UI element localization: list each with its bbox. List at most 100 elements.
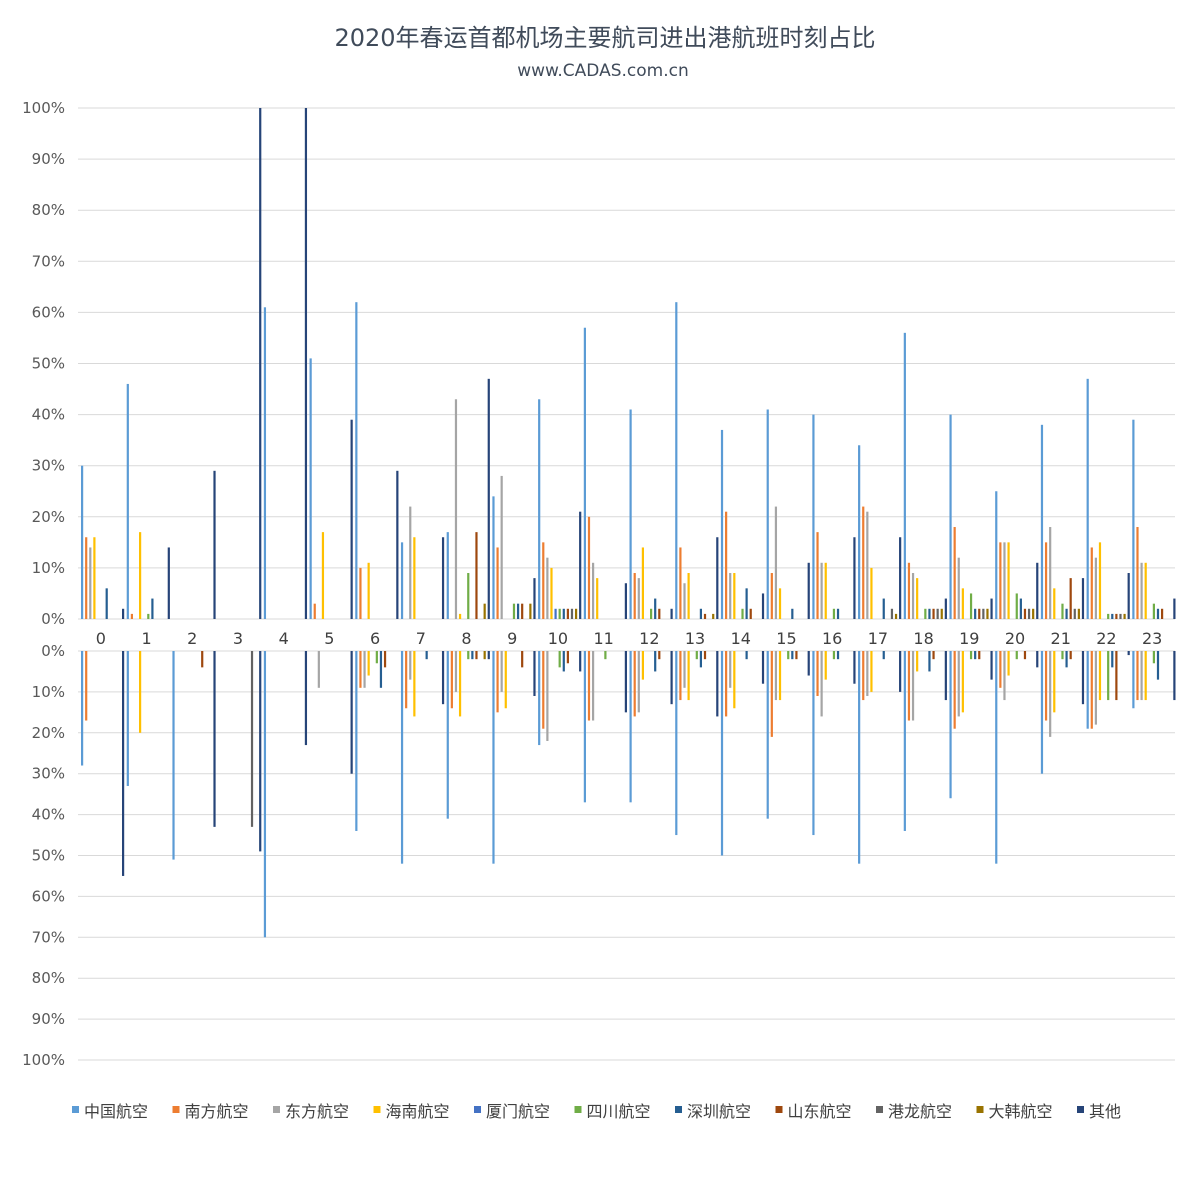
category-label-7: 7 bbox=[416, 629, 426, 648]
bar-top-10-6 bbox=[396, 470, 399, 619]
bar-top-2-14 bbox=[729, 573, 732, 619]
bar-bottom-6-10 bbox=[562, 651, 565, 672]
bar-bottom-10-22 bbox=[1127, 651, 1130, 656]
bar-top-10-18 bbox=[944, 598, 947, 619]
category-label-14: 14 bbox=[731, 629, 751, 648]
bar-bottom-2-7 bbox=[409, 651, 412, 680]
y-tick-bottom-30: 30% bbox=[32, 765, 65, 783]
bar-top-5-23 bbox=[1152, 603, 1155, 619]
bar-bottom-3-6 bbox=[367, 651, 370, 676]
bar-bottom-0-18 bbox=[903, 651, 906, 831]
bar-top-7-12 bbox=[658, 608, 661, 619]
bar-bottom-5-16 bbox=[832, 651, 836, 660]
bar-top-0-17 bbox=[858, 445, 861, 619]
bar-bottom-5-8 bbox=[467, 651, 470, 660]
bar-bottom-1-11 bbox=[587, 651, 591, 721]
legend-label-5: 四川航空 bbox=[587, 1102, 651, 1121]
bar-top-5-16 bbox=[832, 608, 836, 619]
bar-bottom-10-8 bbox=[487, 651, 490, 660]
bar-top-3-11 bbox=[596, 578, 599, 619]
bar-top-7-18 bbox=[932, 608, 935, 619]
category-label-20: 20 bbox=[1005, 629, 1025, 648]
bar-bottom-3-20 bbox=[1007, 651, 1010, 676]
bar-top-6-20 bbox=[1019, 598, 1022, 619]
bar-top-6-18 bbox=[928, 608, 931, 619]
bar-top-9-21 bbox=[1077, 608, 1080, 619]
bar-bottom-0-7 bbox=[400, 651, 404, 864]
bar-top-7-14 bbox=[749, 608, 752, 619]
y-tick-top-90: 90% bbox=[32, 150, 65, 168]
bar-top-7-19 bbox=[978, 608, 981, 619]
bar-top-7-20 bbox=[1023, 608, 1027, 619]
category-label-1: 1 bbox=[141, 629, 151, 648]
bar-top-3-12 bbox=[641, 547, 644, 619]
bar-top-9-19 bbox=[986, 608, 989, 619]
legend-swatch-10 bbox=[1077, 1106, 1084, 1113]
bar-bottom-0-8 bbox=[446, 651, 449, 819]
bar-bottom-6-8 bbox=[471, 651, 474, 660]
y-tick-top-60: 60% bbox=[32, 303, 65, 321]
bar-top-3-15 bbox=[778, 588, 782, 619]
bar-top-0-6 bbox=[355, 302, 358, 619]
y-tick-top-10: 10% bbox=[32, 559, 65, 577]
bar-bottom-2-19 bbox=[957, 651, 960, 717]
bar-top-3-6 bbox=[367, 562, 370, 619]
bar-bottom-0-15 bbox=[766, 651, 769, 819]
bar-bottom-0-12 bbox=[629, 651, 632, 803]
bar-top-1-22 bbox=[1090, 547, 1093, 619]
bar-top-2-23 bbox=[1140, 562, 1143, 619]
legend-swatch-6 bbox=[675, 1106, 682, 1113]
y-tick-bottom-0: 0% bbox=[41, 642, 65, 660]
category-label-2: 2 bbox=[187, 629, 197, 648]
bar-bottom-2-14 bbox=[729, 651, 732, 688]
bar-top-1-10 bbox=[542, 542, 545, 619]
bar-top-10-14 bbox=[761, 593, 765, 619]
bar-top-6-13 bbox=[699, 608, 703, 619]
bar-top-1-19 bbox=[953, 527, 956, 619]
bar-top-2-17 bbox=[866, 511, 869, 619]
bar-top-8-17 bbox=[890, 608, 894, 619]
bar-top-6-23 bbox=[1156, 608, 1160, 619]
bar-top-0-12 bbox=[629, 409, 632, 619]
bar-top-10-13 bbox=[716, 537, 719, 619]
bar-top-3-23 bbox=[1144, 562, 1147, 619]
bar-bottom-0-20 bbox=[995, 651, 998, 864]
bar-bottom-10-2 bbox=[213, 651, 216, 827]
category-label-5: 5 bbox=[324, 629, 334, 648]
bar-bottom-2-13 bbox=[683, 651, 686, 688]
y-tick-bottom-50: 50% bbox=[32, 847, 65, 865]
bar-bottom-10-14 bbox=[761, 651, 765, 684]
bar-top-7-22 bbox=[1115, 613, 1118, 619]
bar-top-0-1 bbox=[126, 383, 129, 619]
bar-top-8-22 bbox=[1119, 613, 1122, 619]
bar-bottom-7-21 bbox=[1069, 651, 1072, 660]
legend-label-2: 东方航空 bbox=[285, 1102, 349, 1121]
bar-bottom-2-10 bbox=[546, 651, 549, 741]
bar-top-7-13 bbox=[703, 613, 707, 619]
bar-top-3-10 bbox=[550, 567, 553, 619]
category-label-21: 21 bbox=[1051, 629, 1071, 648]
legend-label-6: 深圳航空 bbox=[687, 1102, 751, 1121]
category-label-6: 6 bbox=[370, 629, 380, 648]
bar-bottom-0-6 bbox=[355, 651, 358, 831]
bar-bottom-5-22 bbox=[1107, 651, 1110, 701]
bar-bottom-6-17 bbox=[882, 651, 885, 660]
bar-bottom-1-19 bbox=[953, 651, 956, 729]
bar-bottom-7-19 bbox=[978, 651, 981, 660]
y-tick-top-20: 20% bbox=[32, 508, 65, 526]
bar-bottom-6-21 bbox=[1065, 651, 1068, 668]
bar-bottom-1-20 bbox=[999, 651, 1002, 688]
bar-bottom-1-7 bbox=[405, 651, 408, 709]
bar-bottom-6-18 bbox=[928, 651, 931, 672]
bar-top-3-16 bbox=[824, 562, 827, 619]
category-label-12: 12 bbox=[639, 629, 659, 648]
bar-bottom-3-19 bbox=[961, 651, 964, 713]
bars bbox=[81, 108, 1176, 938]
bar-bottom-0-14 bbox=[720, 651, 724, 856]
bar-top-10-23 bbox=[1173, 598, 1176, 619]
bar-bottom-10-18 bbox=[944, 651, 947, 701]
bar-bottom-0-2 bbox=[172, 651, 175, 860]
bar-bottom-10-19 bbox=[990, 651, 993, 680]
bar-top-3-20 bbox=[1007, 542, 1010, 619]
